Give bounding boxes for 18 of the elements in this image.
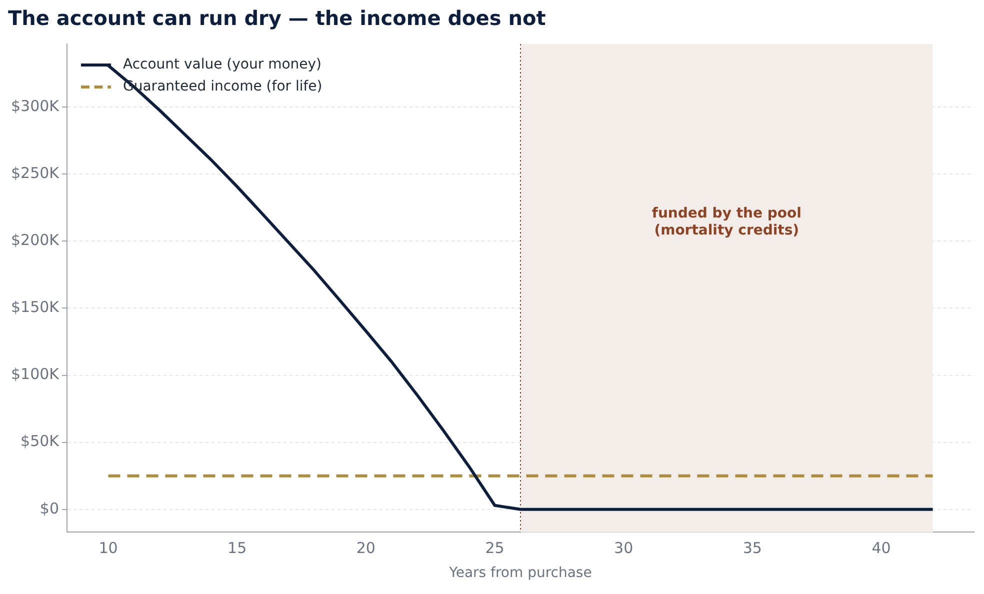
legend-label: Account value (your money) — [123, 56, 322, 73]
x-tick-label: 30 — [614, 539, 634, 558]
y-tick-label: $50K — [20, 432, 60, 450]
y-tick-label: $300K — [10, 96, 60, 115]
x-tick-label: 25 — [485, 539, 504, 558]
x-tick-label: 20 — [356, 539, 376, 558]
y-tick-label: $200K — [10, 231, 60, 250]
x-axis-title: Years from purchase — [448, 565, 592, 582]
x-tick-label: 10 — [98, 539, 118, 558]
annotation: funded by the pool (mortality credits) — [652, 205, 802, 238]
x-tick-label: 15 — [228, 539, 247, 558]
y-tick-label: $0 — [40, 499, 60, 518]
x-tick-label: 40 — [872, 539, 891, 558]
chart-title: The account can run dry — the income does not — [8, 6, 546, 30]
y-tick-label: $250K — [10, 164, 60, 182]
y-tick-label: $150K — [10, 298, 60, 316]
y-tick-label: $100K — [10, 365, 60, 384]
x-tick-label: 35 — [742, 539, 762, 558]
